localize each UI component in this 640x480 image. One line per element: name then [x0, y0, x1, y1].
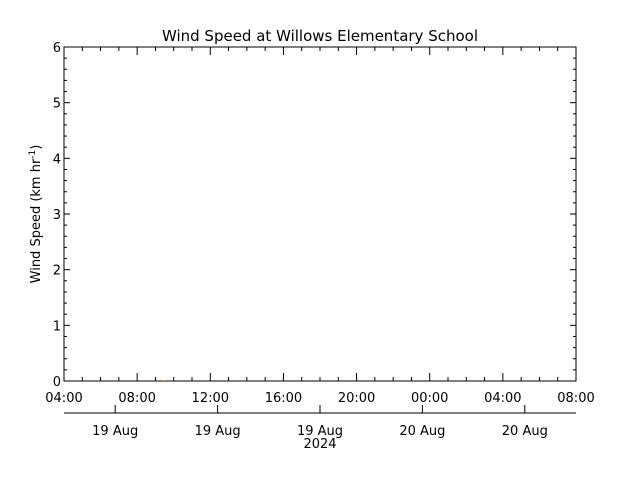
- x-axis: 04:00 08:00 12:00 16:00 20:00 00:00 04:00 08:00: [45, 47, 595, 406]
- x-tick-label: 08:00: [118, 391, 155, 406]
- plot-frame: [63, 46, 577, 382]
- plot-border: [63, 46, 577, 382]
- year-label: 2024: [303, 437, 336, 452]
- date-axis-label: 20 Aug: [502, 424, 548, 439]
- date-axis-label: 20 Aug: [399, 424, 445, 439]
- y-tick-label: 5: [53, 97, 61, 112]
- date-axis-label: 19 Aug: [195, 424, 241, 439]
- x-tick-label: 12:00: [192, 391, 229, 406]
- y-tick-label: 1: [53, 319, 61, 334]
- date-axis-label: 19 Aug: [297, 424, 343, 439]
- y-axis-label-suffix: ): [29, 145, 44, 150]
- x-tick-label: 16:00: [265, 391, 302, 406]
- chart-title: Wind Speed at Willows Elementary School: [162, 27, 478, 45]
- y-axis-label: Wind Speed (km hr-1): [28, 145, 44, 284]
- x-tick-label: 00:00: [411, 391, 448, 406]
- y-tick-label: 4: [53, 152, 61, 167]
- x-tick-label: 08:00: [557, 391, 594, 406]
- x-tick-label: 20:00: [338, 391, 375, 406]
- y-axis-label-superscript: -1: [28, 150, 38, 159]
- date-axis: 19 Aug 19 Aug 19 Aug 20 Aug 20 Aug: [64, 405, 576, 439]
- y-axis: 0 1 2 3 4 5 6: [53, 41, 576, 390]
- y-tick-label: 6: [53, 41, 61, 56]
- y-tick-label: 2: [53, 264, 61, 279]
- y-tick-label: 3: [53, 208, 61, 223]
- x-tick-label: 04:00: [45, 391, 82, 406]
- y-tick-label: 0: [53, 375, 61, 390]
- y-axis-label-main: Wind Speed (km hr: [29, 158, 44, 283]
- x-tick-label: 04:00: [484, 391, 521, 406]
- date-axis-label: 19 Aug: [92, 424, 138, 439]
